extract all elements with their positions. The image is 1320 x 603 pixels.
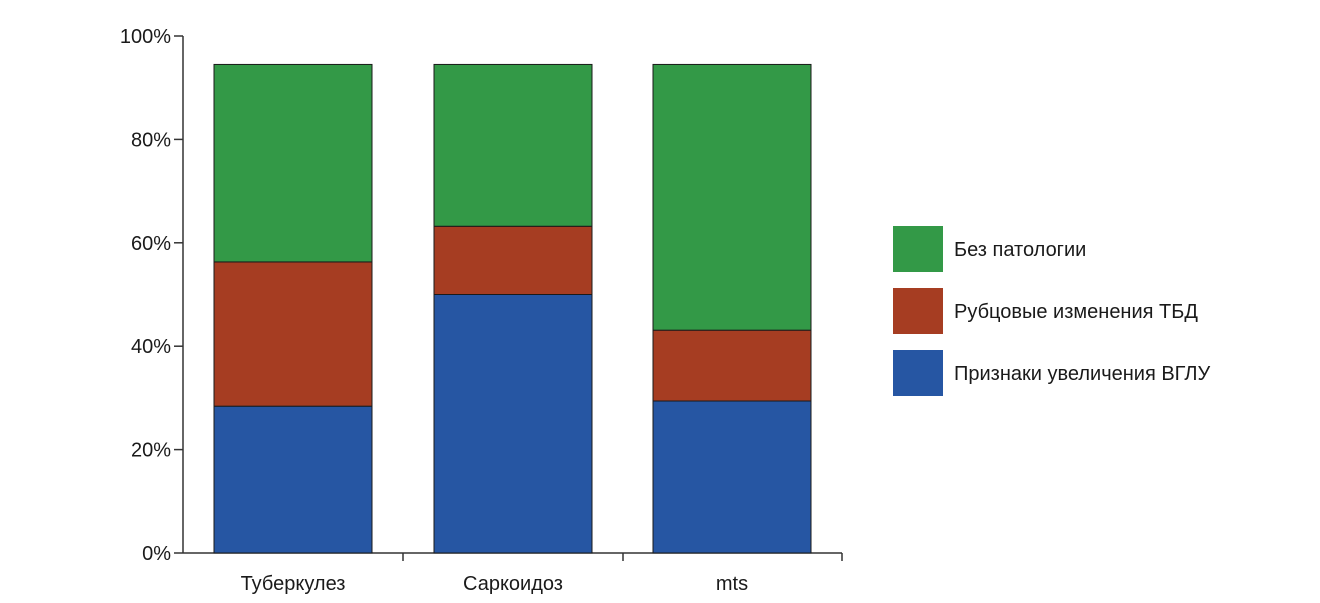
legend-swatch	[893, 288, 943, 334]
y-tick-label: 0%	[142, 543, 171, 565]
legend-label: Рубцовые изменения ТБД	[954, 301, 1198, 323]
bar-segment	[213, 405, 373, 554]
bar-segment	[213, 63, 373, 263]
y-tick-label: 100%	[120, 26, 171, 48]
bar-segment	[213, 261, 373, 407]
bar-segment	[652, 63, 812, 331]
bar-segment	[433, 294, 593, 554]
legend-swatch	[893, 350, 943, 396]
legend-label: Признаки увеличения ВГЛУ	[954, 363, 1211, 385]
bar-segment	[652, 329, 812, 402]
bar-segment	[433, 63, 593, 227]
y-tick-label: 80%	[131, 129, 171, 151]
x-tick-label: Туберкулез	[241, 573, 346, 595]
bar-segment	[433, 225, 593, 295]
y-tick-label: 20%	[131, 440, 171, 462]
x-tick-label: Саркоидоз	[463, 573, 563, 595]
bar-segment	[652, 400, 812, 554]
legend-label: Без патологии	[954, 239, 1086, 261]
legend-swatch	[893, 226, 943, 272]
y-tick-label: 40%	[131, 336, 171, 358]
y-tick-label: 60%	[131, 233, 171, 255]
x-tick-label: mts	[716, 573, 748, 595]
